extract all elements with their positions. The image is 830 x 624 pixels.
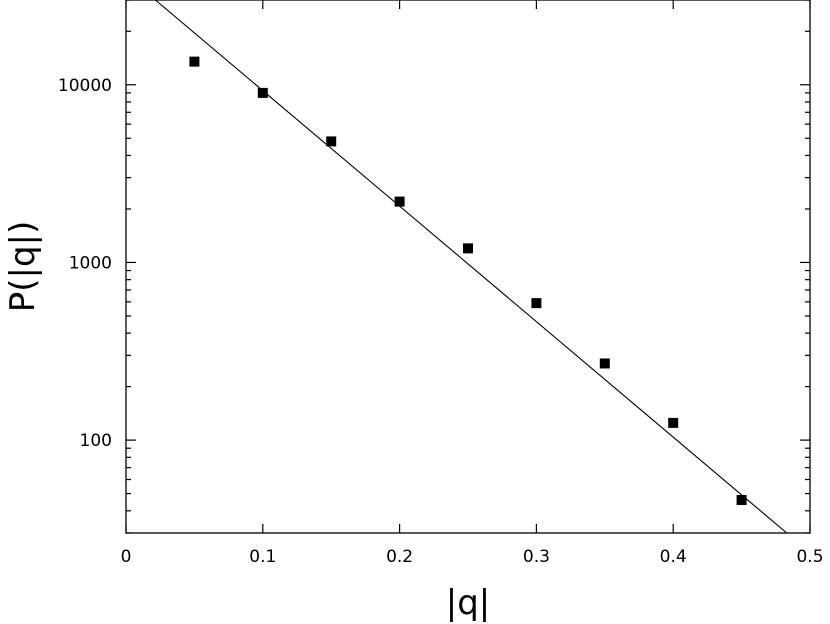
- x-tick-label: 0: [121, 547, 132, 567]
- y-tick-label: 100: [80, 431, 112, 451]
- data-point: [736, 495, 747, 506]
- data-point: [394, 196, 405, 207]
- y-axis-title: P(|q|): [3, 221, 43, 313]
- data-point: [463, 243, 473, 254]
- data-point: [668, 417, 679, 428]
- data-point: [189, 56, 200, 67]
- data-point: [326, 136, 337, 147]
- data-point: [531, 298, 542, 309]
- x-tick-label: 0.4: [660, 547, 687, 567]
- x-tick-label: 0.1: [249, 547, 276, 567]
- x-axis-title: |q|: [446, 583, 491, 623]
- data-point: [257, 87, 268, 98]
- y-axis-ticks: 100 1000 10000: [58, 0, 810, 534]
- x-tick-label: 0.5: [796, 547, 823, 567]
- x-tick-label: 0.2: [386, 547, 413, 567]
- fit-line-layer: [155, 0, 788, 534]
- x-axis-ticks: 0 0.1 0.2 0.3 0.4 0.5: [121, 0, 824, 567]
- plot-frame: [125, 0, 811, 534]
- data-point: [599, 358, 610, 369]
- fit-line: [155, 0, 788, 534]
- x-tick-label: 0.3: [523, 547, 550, 567]
- y-tick-label: 1000: [69, 253, 112, 273]
- y-tick-label: 10000: [58, 76, 112, 96]
- data-points: [189, 56, 747, 506]
